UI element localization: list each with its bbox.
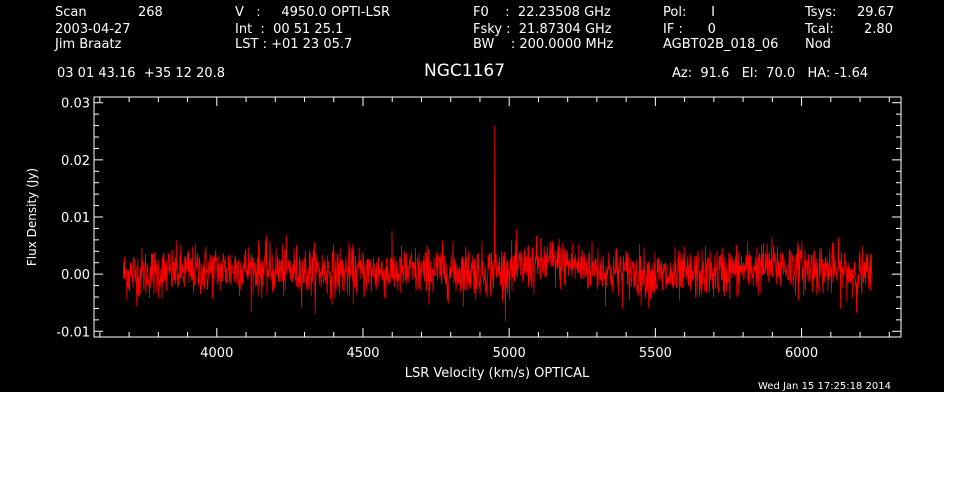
x-tick-label: 5000: [493, 346, 526, 361]
plot-frame: [93, 96, 902, 338]
x-tick-label: 5500: [639, 346, 672, 361]
y-tick-label: 0.00: [61, 268, 90, 283]
x-tick-label: 4500: [346, 346, 379, 361]
spectrum-trace: [122, 125, 873, 322]
y-tick-label: 0.03: [61, 97, 90, 112]
scan-number: 268: [138, 5, 163, 20]
velocity-info: V : 4950.0 OPTI-LSR: [235, 5, 391, 20]
observation-date: 2003-04-27: [55, 22, 131, 37]
scan-label: Scan: [55, 5, 87, 20]
x-tick-label: 6000: [785, 346, 818, 361]
procedure-name: Nod: [805, 37, 831, 52]
y-tick-label: -0.01: [56, 325, 90, 340]
plot-panel: Scan 268 2003-04-27 Jim Braatz V : 4950.…: [0, 0, 944, 392]
source-coordinates: 03 01 43.16 +35 12 20.8: [57, 66, 226, 81]
source-name: NGC1167: [424, 61, 506, 81]
bandwidth: BW : 200.0000 MHz: [473, 37, 614, 52]
y-axis-label: Flux Density (Jy): [25, 168, 39, 266]
integration-time: Int : 00 51 25.1: [235, 22, 344, 37]
tsys-value: 29.67: [857, 5, 895, 20]
tsys-label: Tsys:: [805, 5, 837, 20]
tcal-value: 2.80: [864, 22, 893, 37]
project-id: AGBT02B_018_06: [663, 37, 779, 52]
polarization: Pol: I: [663, 5, 715, 20]
observer-name: Jim Braatz: [55, 37, 122, 52]
tcal-label: Tcal:: [805, 22, 834, 37]
plot-timestamp: Wed Jan 15 17:25:18 2014: [758, 381, 892, 392]
lst-info: LST : +01 23 05.7: [235, 37, 353, 52]
az-el-ha: Az: 91.6 El: 70.0 HA: -1.64: [672, 66, 869, 81]
spectrum-chart: 4000 4500 5000 5500 6000 -0.01 0.00 0.01 0.02 0.0…: [25, 96, 902, 381]
if-number: IF : 0: [663, 22, 716, 37]
y-tick-label: 0.02: [61, 154, 90, 169]
rest-frequency: F0 : 22.23508 GHz: [473, 5, 611, 20]
x-tick-label: 4000: [200, 346, 233, 361]
x-axis-label: LSR Velocity (km/s) OPTICAL: [405, 366, 590, 381]
sky-frequency: Fsky : 21.87304 GHz: [473, 22, 612, 37]
y-tick-label: 0.01: [61, 211, 90, 226]
